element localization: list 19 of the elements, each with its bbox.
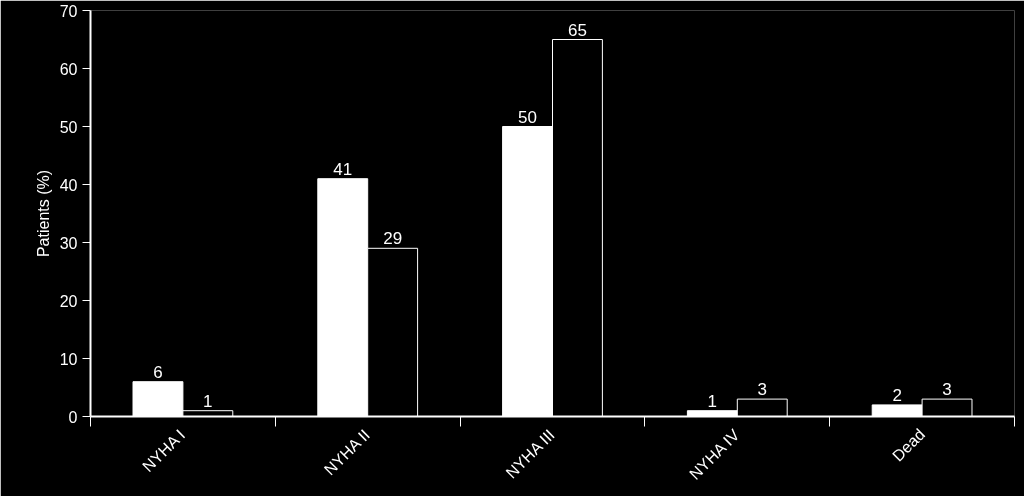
y-tick-label: 0 xyxy=(68,408,78,426)
data-label: 1 xyxy=(203,391,213,411)
data-label: 41 xyxy=(333,159,353,179)
data-label: 3 xyxy=(757,380,767,400)
y-tick-label: 50 xyxy=(59,118,78,136)
data-label: 65 xyxy=(567,20,587,40)
y-tick-label: 60 xyxy=(59,60,78,78)
y-axis-title: Patients (%) xyxy=(34,169,52,258)
data-label: 3 xyxy=(942,380,952,400)
data-label: 6 xyxy=(153,362,163,382)
data-label: 50 xyxy=(518,107,538,127)
data-label: 29 xyxy=(383,229,403,249)
y-tick-label: 40 xyxy=(59,176,78,194)
data-label: 1 xyxy=(707,391,718,411)
y-tick-label: 30 xyxy=(59,234,78,252)
y-tick-label: 70 xyxy=(59,2,78,20)
y-tick-label: 20 xyxy=(59,292,78,310)
data-label: 2 xyxy=(892,385,902,405)
y-tick-label: 10 xyxy=(59,350,78,368)
